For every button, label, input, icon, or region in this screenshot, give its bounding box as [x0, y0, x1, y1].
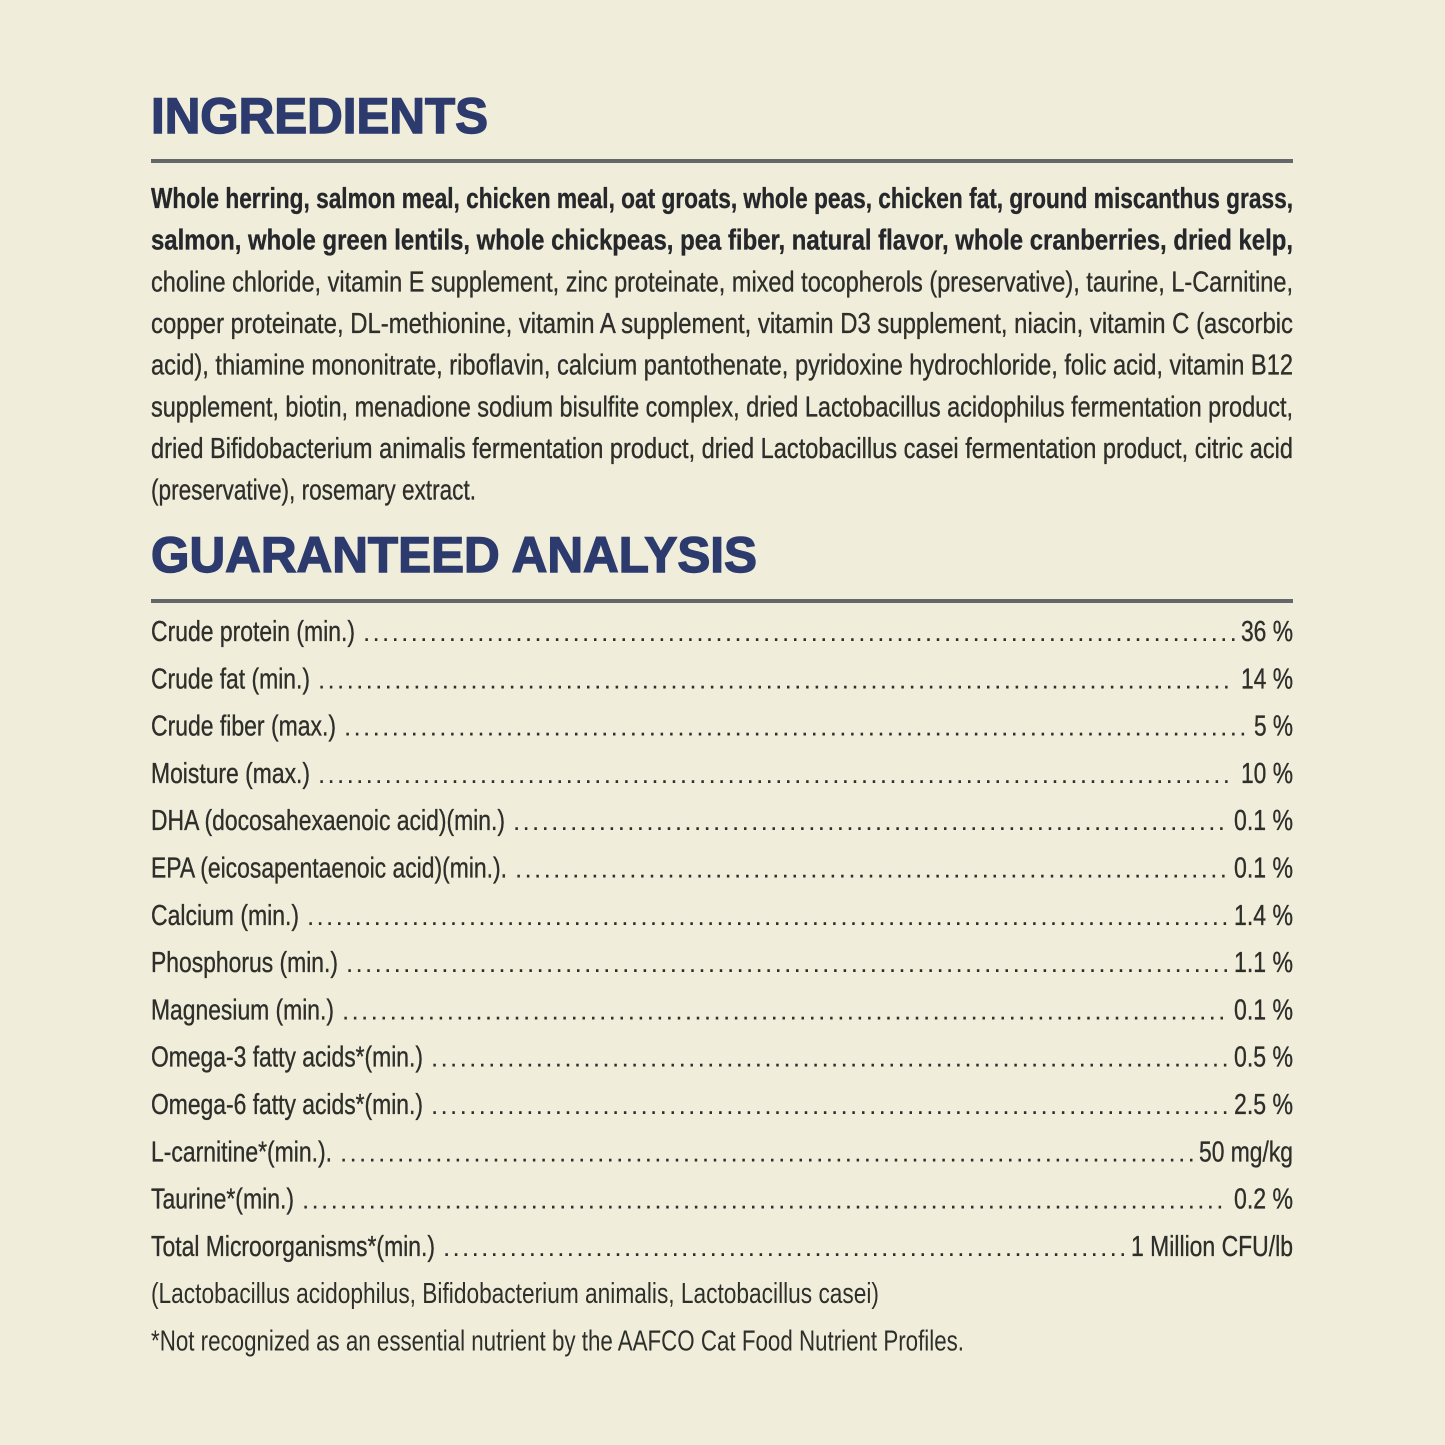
svg-text:..............................: ........................................… [431, 1043, 1231, 1073]
svg-text:0.1 %: 0.1 % [1234, 853, 1293, 885]
svg-text:Total Microorganisms*(min.): Total Microorganisms*(min.) [151, 1231, 435, 1263]
svg-text:0.5 %: 0.5 % [1234, 1042, 1293, 1074]
svg-text:..............................: ........................................… [302, 1185, 1226, 1215]
svg-text:dried Bifidobacterium animalis: dried Bifidobacterium animalis fermentat… [151, 433, 1293, 465]
svg-text:0.1 %: 0.1 % [1234, 805, 1293, 837]
svg-text:50 mg/kg: 50 mg/kg [1199, 1136, 1293, 1168]
svg-text:DHA (docosahexaenoic acid)(min: DHA (docosahexaenoic acid)(min.) [151, 805, 505, 837]
svg-text:Calcium (min.): Calcium (min.) [151, 900, 299, 932]
svg-text:..............................: ........................................… [443, 1232, 1129, 1262]
svg-text:acid), thiamine mononitrate, r: acid), thiamine mononitrate, riboflavin,… [151, 350, 1293, 382]
svg-text:2.5 %: 2.5 % [1234, 1089, 1293, 1121]
svg-text:supplement, biotin, menadione: supplement, biotin, menadione sodium bis… [151, 391, 1293, 423]
svg-text:GUARANTEED ANALYSIS: GUARANTEED ANALYSIS [151, 527, 757, 583]
svg-text:1.4 %: 1.4 % [1234, 900, 1293, 932]
svg-text:INGREDIENTS: INGREDIENTS [151, 88, 488, 144]
svg-text:(Lactobacillus acidophilus, Bi: (Lactobacillus acidophilus, Bifidobacter… [151, 1278, 879, 1310]
svg-text:..............................: ........................................… [346, 948, 1232, 978]
svg-text:0.1 %: 0.1 % [1234, 994, 1293, 1026]
svg-text:0.2 %: 0.2 % [1234, 1184, 1293, 1216]
svg-text:..............................: ........................................… [342, 995, 1228, 1025]
svg-text:salmon, whole green lentils, w: salmon, whole green lentils, whole chick… [151, 225, 1293, 257]
svg-text:..............................: ........................................… [307, 901, 1231, 931]
svg-text:Omega-6 fatty acids*(min.): Omega-6 fatty acids*(min.) [151, 1089, 423, 1121]
svg-text:36 %: 36 % [1241, 616, 1293, 648]
svg-text:Whole herring, salmon meal, ch: Whole herring, salmon meal, chicken meal… [151, 183, 1293, 215]
svg-text:Omega-3 fatty acids*(min.): Omega-3 fatty acids*(min.) [151, 1042, 423, 1074]
svg-text:..............................: ........................................… [318, 759, 1232, 789]
svg-text:Crude protein (min.): Crude protein (min.) [151, 616, 355, 648]
svg-text:copper proteinate, DL-methioni: copper proteinate, DL-methionine, vitami… [151, 308, 1293, 340]
svg-text:Crude fiber (max.): Crude fiber (max.) [151, 711, 336, 743]
svg-text:..............................: ........................................… [318, 664, 1232, 694]
svg-text:1 Million CFU/lb: 1 Million CFU/lb [1131, 1231, 1293, 1263]
svg-text:Taurine*(min.): Taurine*(min.) [151, 1184, 294, 1216]
svg-text:14 %: 14 % [1241, 663, 1293, 695]
svg-text:Crude fat (min.): Crude fat (min.) [151, 663, 310, 695]
svg-text:..............................: ........................................… [431, 1090, 1231, 1120]
svg-text:..............................: ........................................… [515, 854, 1229, 884]
svg-text:choline chloride, vitamin E su: choline chloride, vitamin E supplement, … [151, 266, 1293, 298]
svg-text:EPA (eicosapentaenoic acid)(mi: EPA (eicosapentaenoic acid)(min.). [151, 853, 507, 885]
svg-text:(preservative), rosemary extra: (preservative), rosemary extract. [151, 475, 476, 507]
svg-text:Moisture (max.): Moisture (max.) [151, 758, 310, 790]
svg-text:5 %: 5 % [1254, 711, 1293, 743]
svg-text:1.1 %: 1.1 % [1234, 947, 1293, 979]
svg-text:L-carnitine*(min.).: L-carnitine*(min.). [151, 1136, 332, 1168]
svg-text:..............................: ........................................… [513, 806, 1227, 836]
svg-text:10 %: 10 % [1241, 758, 1293, 790]
svg-text:..............................: ........................................… [344, 712, 1249, 742]
svg-text:Phosphorus (min.): Phosphorus (min.) [151, 947, 338, 979]
svg-text:..............................: ........................................… [363, 617, 1239, 647]
svg-text:..............................: ........................................… [340, 1137, 1197, 1167]
svg-text:*Not recognized as an essentia: *Not recognized as an essential nutrient… [151, 1326, 964, 1358]
svg-text:Magnesium (min.): Magnesium (min.) [151, 994, 334, 1026]
